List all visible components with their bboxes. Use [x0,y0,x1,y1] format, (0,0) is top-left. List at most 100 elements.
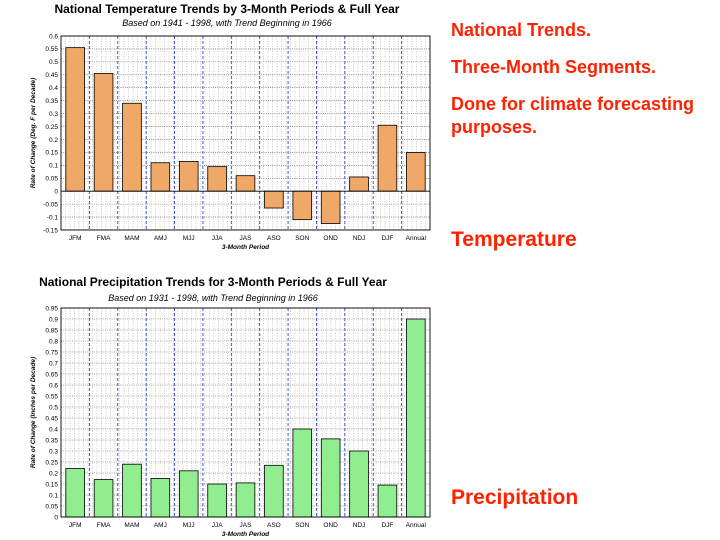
y-tick-label: 0.25 [45,459,58,466]
x-tick-label: JJA [212,235,224,242]
y-tick-label: 0.3 [49,111,58,118]
y-tick-label: 0.35 [45,437,58,444]
x-tick-label: AMJ [154,235,167,242]
plot-frame [60,35,431,231]
plot-area [61,36,430,230]
bar-annual [406,151,426,192]
y-tick-label: 0.9 [49,316,58,323]
bar-jja [207,166,227,192]
x-tick-label: Annual [406,235,427,242]
y-tick-label: 0 [54,189,58,196]
side-text-national-trends: National Trends. [451,20,592,40]
x-tick-label: MJJ [183,235,195,242]
y-tick-label: 0.2 [49,137,58,144]
y-tick-label: 0.05 [45,503,58,510]
bar-ond [320,190,341,224]
y-tick-label: 0.7 [49,360,58,367]
x-tick-label: SON [295,235,309,242]
y-tick-label: -0.05 [43,201,58,208]
x-tick-label: ASO [267,522,281,529]
bar-fma [93,479,114,518]
bar-mjj [178,161,199,192]
y-tick-label: 0.1 [49,163,58,170]
bar-son [292,190,313,221]
y-tick-label: 0.4 [49,426,58,433]
x-tick-label: SON [295,522,309,529]
bar-ndj [349,176,369,192]
y-tick-label: 0.35 [45,98,58,105]
bar-jfm [65,47,85,192]
x-tick-label: NDJ [353,235,366,242]
x-tick-label: MAM [124,522,139,529]
temperature-chart: National Temperature Trends by 3-Month P… [30,2,431,251]
x-tick-label: FMA [97,235,111,242]
y-axis-label: Rate of Change (Deg. F per Decade) [30,78,37,189]
y-tick-label: 0.45 [45,72,58,79]
bar-aso [264,464,284,518]
x-axis-label: 3-Month Period [222,531,270,538]
chart-title: National Precipitation Trends for 3-Mont… [39,275,387,289]
bar-jas [235,175,256,192]
x-tick-label: DJF [381,235,393,242]
x-tick-label: Annual [406,522,427,529]
y-tick-label: 0.15 [45,481,58,488]
bar-fma [93,73,114,192]
chart-subtitle: Based on 1931 - 1998, with Trend Beginni… [108,293,317,303]
y-tick-label: 0.5 [49,404,58,411]
x-tick-label: JFM [69,235,82,242]
bar-mam [122,102,142,192]
bar-jja [207,483,227,518]
y-tick-label: 0.4 [49,85,58,92]
temperature-label: Temperature [451,228,577,251]
y-tick-label: -0.15 [43,227,58,234]
bar-mam [122,463,142,518]
precipitation-chart: National Precipitation Trends for 3-Mont… [30,275,431,538]
y-tick-label: 0.25 [45,124,58,131]
x-tick-label: DJF [381,522,393,529]
x-tick-label: ASO [267,235,281,242]
bar-aso [264,190,284,209]
y-tick-label: 0.75 [45,349,58,356]
y-tick-label: 0.65 [45,371,58,378]
bar-amj [150,162,171,192]
plot-frame [60,307,431,518]
x-axis-label: 3-Month Period [222,244,270,251]
side-text-climate-forecasting: Done for climate forecasting purposes. [451,94,695,137]
y-tick-label: 0.6 [49,33,58,40]
bar-jas [235,482,256,518]
y-tick-label: 0.5 [49,59,58,66]
y-tick-label: 0.55 [45,393,58,400]
bar-mjj [178,470,199,518]
bar-amj [150,478,171,518]
bar-djf [377,124,398,192]
x-tick-label: MJJ [183,522,195,529]
y-tick-label: 0.1 [49,492,58,499]
x-tick-label: JJA [212,522,224,529]
x-tick-label: MAM [124,235,139,242]
y-tick-label: 0.95 [45,305,58,312]
precipitation-label: Precipitation [451,486,579,509]
bar-jfm [65,468,85,518]
y-tick-label: 0.05 [45,176,58,183]
bar-ond [320,438,341,518]
x-tick-label: AMJ [154,522,167,529]
y-axis-label: Rate of Change (Inches per Decade) [30,357,37,468]
y-tick-label: 0.15 [45,150,58,157]
bar-djf [377,484,398,518]
x-tick-label: OND [323,522,338,529]
chart-subtitle: Based on 1941 - 1998, with Trend Beginni… [122,18,331,28]
y-tick-label: 0.2 [49,470,58,477]
bar-annual [406,318,426,518]
bar-ndj [349,450,369,518]
x-tick-label: JAS [240,235,253,242]
chart-title: National Temperature Trends by 3-Month P… [55,2,400,16]
y-tick-label: 0.8 [49,338,58,345]
x-tick-label: JFM [69,522,82,529]
y-tick-label: -0.1 [47,214,59,221]
x-tick-label: OND [323,235,338,242]
x-tick-label: NDJ [353,522,366,529]
x-tick-label: JAS [240,522,253,529]
y-tick-label: 0.55 [45,46,58,53]
y-tick-label: 0.45 [45,415,58,422]
y-tick-label: 0 [54,514,58,521]
